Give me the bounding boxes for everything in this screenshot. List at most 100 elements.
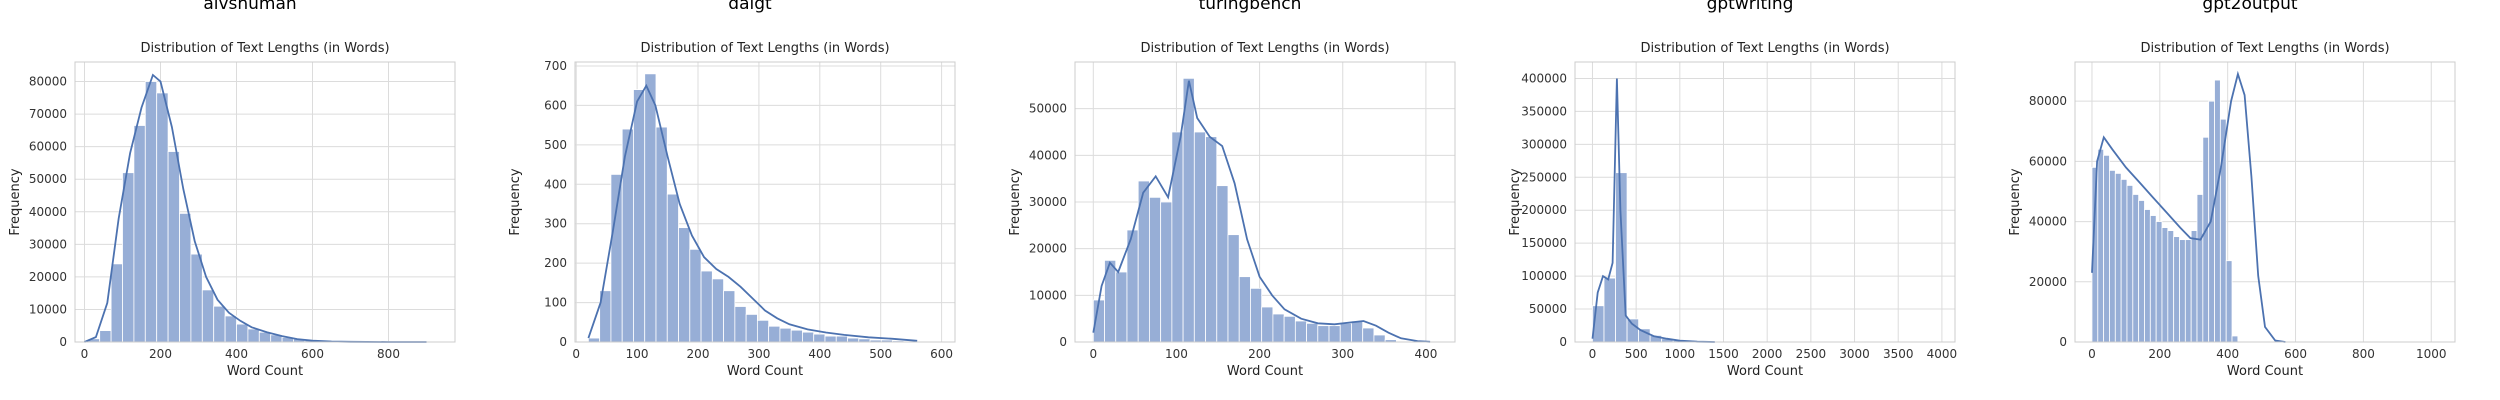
histogram-bar: [1351, 320, 1364, 343]
histogram-bar: [1149, 196, 1162, 343]
histogram-bar: [633, 89, 646, 343]
y-tick-label: 700: [544, 59, 567, 73]
x-tick-label: 200: [2148, 347, 2171, 361]
x-axis-label: Word Count: [1227, 364, 1303, 379]
histogram-bar: [2138, 200, 2145, 343]
histogram-chart: 0 100 200 300 400 0 10000 20000 30000 40000 50000 D…: [1008, 41, 1456, 379]
histogram-bar: [723, 290, 736, 343]
dataset-title: daigt: [728, 0, 772, 14]
histogram-bar: [144, 81, 158, 343]
dataset-title: turingbench: [1198, 0, 1302, 14]
x-tick-label: 3500: [1883, 347, 1914, 361]
y-tick-label: 0: [1059, 335, 1067, 349]
chart-title: Distribution of Text Lengths (in Words): [1640, 41, 1889, 56]
y-tick-label: 100000: [1521, 269, 1567, 283]
y-tick-label: 300: [544, 217, 567, 231]
histogram-bar: [2109, 169, 2116, 343]
histogram-bar: [700, 270, 713, 343]
x-tick-label: 3000: [1839, 347, 1870, 361]
y-tick-label: 100: [544, 296, 567, 310]
histogram-bar: [2097, 148, 2105, 343]
histogram-bar: [2173, 236, 2180, 343]
histogram-bar: [133, 125, 146, 343]
x-axis-label: Word Count: [2227, 364, 2303, 379]
histogram-bar: [1205, 136, 1218, 343]
x-tick-label: 400: [1414, 347, 1437, 361]
kde-line: [1092, 80, 1431, 343]
histogram-bar: [1182, 77, 1195, 343]
y-tick-label: 50000: [1529, 302, 1567, 316]
x-tick-label: 500: [869, 347, 892, 361]
histogram-bar: [768, 325, 781, 343]
dataset-title: gpt2output: [2202, 0, 2298, 14]
x-tick-label: 600: [2284, 347, 2307, 361]
histogram-chart: 0 200 400 600 800 1000 0 20000 40000 60000 80000 Di…: [2008, 41, 2456, 379]
histogram-bar: [587, 337, 601, 343]
histogram-bar: [2132, 194, 2140, 343]
histogram-bar: [2196, 194, 2204, 343]
x-axis-label: Word Count: [1727, 364, 1803, 379]
histogram-bar: [655, 126, 668, 343]
chart-title: Distribution of Text Lengths (in Words): [1140, 41, 1389, 56]
y-axis-label: Frequency: [1008, 168, 1023, 235]
histogram-bar: [1115, 271, 1128, 343]
histogram-bar: [1216, 185, 1229, 343]
dataset-title: aivshuman: [203, 0, 297, 14]
y-tick-label: 300000: [1521, 137, 1567, 151]
x-tick-label: 0: [2088, 347, 2096, 361]
y-tick-label: 40000: [2029, 215, 2067, 229]
histogram-bar: [779, 327, 792, 343]
kde-line: [1591, 78, 1715, 343]
histogram-bar: [2225, 260, 2233, 343]
y-tick-label: 400000: [1521, 71, 1567, 85]
histogram-bar: [2103, 154, 2110, 343]
histogram-bar: [1193, 131, 1206, 343]
histogram-bar: [678, 227, 691, 343]
x-tick-label: 200: [687, 347, 710, 361]
y-tick-label: 50000: [1029, 102, 1067, 116]
panel-1: daigt 0 100 200 300 400 500 600 0 100 200 300 400 50…: [500, 0, 1000, 400]
y-tick-label: 0: [1559, 335, 1567, 349]
histogram-bar: [1261, 306, 1274, 343]
plot-frame: [574, 61, 956, 343]
histogram-bar: [1362, 327, 1375, 343]
x-tick-label: 1500: [1708, 347, 1739, 361]
histogram-bar: [2149, 215, 2157, 343]
histogram-bar: [847, 337, 860, 343]
panel-4: gpt2output 0 200 400 600 800 1000 0 20000 40000 6…: [2000, 0, 2500, 400]
histogram-bar: [644, 73, 657, 343]
histogram-bar: [167, 151, 180, 343]
y-tick-label: 150000: [1521, 236, 1567, 250]
histogram-bar: [201, 289, 215, 343]
x-tick-label: 2000: [1752, 347, 1783, 361]
histogram-bar: [156, 92, 169, 343]
histogram-bar: [802, 331, 815, 343]
histogram-bar: [2214, 79, 2221, 343]
histogram-bar: [1283, 315, 1296, 343]
y-axis-label: Frequency: [8, 168, 23, 235]
histogram-bar: [711, 278, 724, 343]
histogram-bar: [236, 323, 249, 343]
histogram-bar: [2179, 239, 2186, 343]
panel-3: gptwriting 0 500 1000 1500 2000 2500 3000 3500 4…: [1500, 0, 2000, 400]
histogram-bar: [1328, 325, 1341, 343]
x-tick-label: 100: [626, 347, 649, 361]
y-tick-label: 10000: [29, 302, 67, 316]
x-tick-label: 200: [1248, 347, 1271, 361]
y-tick-label: 0: [559, 335, 567, 349]
x-axis-label: Word Count: [727, 364, 803, 379]
histogram-bar: [1603, 277, 1616, 343]
y-tick-label: 60000: [29, 140, 67, 154]
panel-0: aivshuman 0 200 400 600 800 0 10000 20000 30000 4…: [0, 0, 500, 400]
plot-frame: [2074, 61, 2456, 343]
x-tick-label: 0: [1089, 347, 1097, 361]
histogram-bar: [2126, 185, 2134, 343]
histogram-bar: [110, 263, 123, 343]
x-tick-label: 2500: [1796, 347, 1827, 361]
histogram-bar: [2155, 221, 2163, 343]
histogram-bar: [1626, 318, 1639, 343]
y-tick-label: 40000: [1029, 148, 1067, 162]
x-tick-label: 400: [808, 347, 831, 361]
kde-line: [84, 73, 427, 343]
plot-frame: [74, 61, 456, 343]
